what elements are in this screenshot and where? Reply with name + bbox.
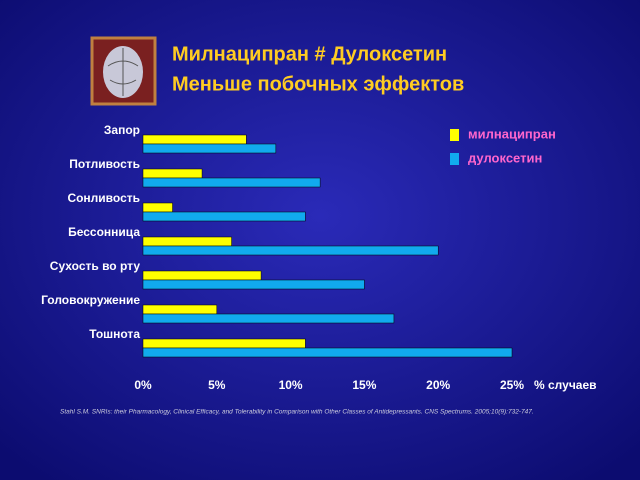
bar bbox=[142, 177, 321, 188]
x-tick-label: 15% bbox=[352, 378, 376, 392]
x-tick-label: 0% bbox=[134, 378, 152, 392]
legend-label: милнаципран bbox=[468, 126, 556, 141]
logo bbox=[90, 36, 157, 106]
x-axis-label: % случаев bbox=[534, 378, 597, 392]
bar bbox=[142, 270, 262, 281]
bar bbox=[142, 236, 232, 247]
bar bbox=[142, 338, 306, 349]
x-tick-label: 5% bbox=[208, 378, 226, 392]
y-tick-label: Головокружение bbox=[41, 293, 140, 307]
legend-label: дулоксетин bbox=[468, 150, 542, 165]
footnote: Stahl S.M. SNRIs: their Pharmacology, Cl… bbox=[60, 409, 534, 416]
legend-swatch bbox=[450, 129, 459, 141]
chart-subtitle: Меньше побочных эффектов bbox=[172, 73, 464, 95]
bar bbox=[142, 134, 247, 145]
y-tick-label: Бессонница bbox=[68, 225, 140, 239]
bar bbox=[142, 313, 395, 324]
bar bbox=[142, 347, 513, 358]
bar bbox=[142, 245, 439, 256]
bar bbox=[142, 143, 277, 154]
chart-title: Милнаципран # Дулоксетин bbox=[172, 43, 447, 65]
x-tick-label: 20% bbox=[426, 378, 450, 392]
legend-swatch bbox=[450, 153, 459, 165]
bar bbox=[142, 211, 306, 222]
bar bbox=[142, 168, 203, 179]
y-tick-label: Тошнота bbox=[89, 327, 140, 341]
x-tick-label: 10% bbox=[279, 378, 303, 392]
bar bbox=[142, 202, 173, 213]
x-tick-label: 25% bbox=[500, 378, 524, 392]
y-tick-label: Потливость bbox=[69, 157, 140, 171]
bar bbox=[142, 279, 365, 290]
y-tick-label: Сонливость bbox=[67, 191, 140, 205]
y-tick-label: Сухость во рту bbox=[50, 259, 141, 273]
bar bbox=[142, 304, 218, 315]
y-tick-label: Запор bbox=[104, 123, 140, 137]
